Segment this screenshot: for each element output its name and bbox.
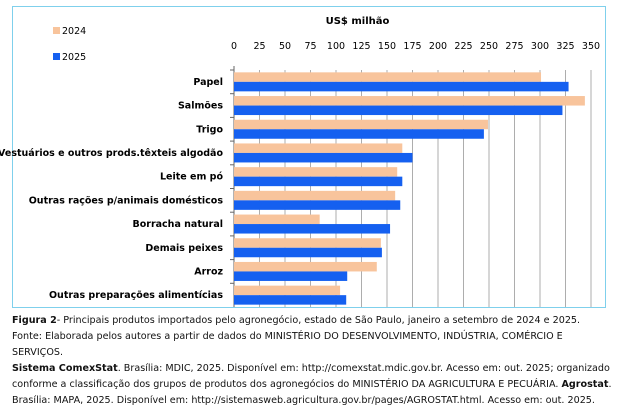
bar-2025 (234, 105, 563, 116)
bar-2024 (234, 190, 396, 201)
tick-label: 325 (556, 41, 574, 52)
bar-2025 (234, 81, 569, 92)
bar-2024 (234, 96, 585, 106)
bar-2024 (234, 143, 403, 153)
tick-label: 0 (231, 41, 237, 52)
bar-2024 (234, 285, 341, 296)
category-label: Outras preparações alimentícias (49, 290, 223, 301)
bar-2025 (234, 152, 413, 163)
tick-label: 200 (429, 41, 447, 52)
bar-2025 (234, 224, 391, 234)
category-label: Borracha natural (133, 219, 224, 230)
bar-2025 (234, 271, 348, 281)
bar-2024 (234, 119, 488, 130)
source-text: Brasília: MAPA, 2025. Disponível em: htt… (12, 395, 595, 406)
legend-swatch-2024 (53, 27, 60, 34)
category-label: Leite em pó (160, 172, 223, 183)
bar-2025 (234, 176, 403, 187)
figure-label: Figura 2 (12, 315, 57, 326)
tick-label: 300 (531, 41, 549, 52)
bar-2025 (234, 200, 401, 210)
category-label: Papel (193, 77, 223, 88)
source-agrostat: Agrostat (561, 379, 609, 390)
category-label: Arroz (194, 266, 223, 277)
bar-2025 (234, 129, 484, 139)
bar-chart: 0 25 50 75 100 125 150 175 200 225 250 275 300 325 350… (0, 16, 600, 307)
tick-label: 100 (327, 41, 345, 52)
tick-label: 50 (279, 41, 291, 52)
legend-label: 2024 (62, 26, 86, 37)
source-comexstat: Sistema ComexStat (12, 363, 118, 374)
tick-label: 175 (403, 41, 421, 52)
tick-label: 275 (505, 41, 523, 52)
bar-2024 (234, 214, 320, 225)
figure-title: - Principais produtos importados pelo ag… (56, 315, 581, 326)
category-label: Demais peixes (145, 243, 223, 254)
bar-2024 (234, 261, 377, 272)
tick-label: 250 (480, 41, 498, 52)
legend-swatch-2025 (53, 53, 60, 60)
bar-2024 (234, 238, 381, 248)
tick-label: 350 (582, 41, 600, 52)
source-line: Fonte: Elaborada pelos autores a partir … (12, 331, 563, 358)
bar-2025 (234, 247, 382, 258)
source-text: conforme a classificação dos grupos de p… (12, 379, 562, 390)
tick-label: 150 (378, 41, 396, 52)
bar-2024 (234, 72, 542, 82)
legend-label: 2025 (62, 52, 86, 63)
bar-2025 (234, 295, 347, 305)
category-label: Vestuários e outros prods.têxteis algodã… (0, 148, 223, 159)
figure-caption: Figura 2- Principais produtos importados… (12, 313, 612, 409)
tick-label: 75 (304, 41, 316, 52)
bar-2024 (234, 167, 398, 177)
tick-label: 225 (454, 41, 472, 52)
source-text: . Brasília: MDIC, 2025. Disponível em: h… (117, 363, 610, 374)
category-label: Salmões (178, 101, 223, 112)
chart-frame (12, 6, 606, 308)
chart-title: US$ milhão (326, 16, 390, 27)
source-text: . (608, 379, 612, 390)
tick-label: 25 (253, 41, 265, 52)
category-label: Trigo (196, 124, 223, 135)
category-label: Outras rações p/animais domésticos (29, 195, 224, 206)
tick-label: 125 (352, 41, 370, 52)
